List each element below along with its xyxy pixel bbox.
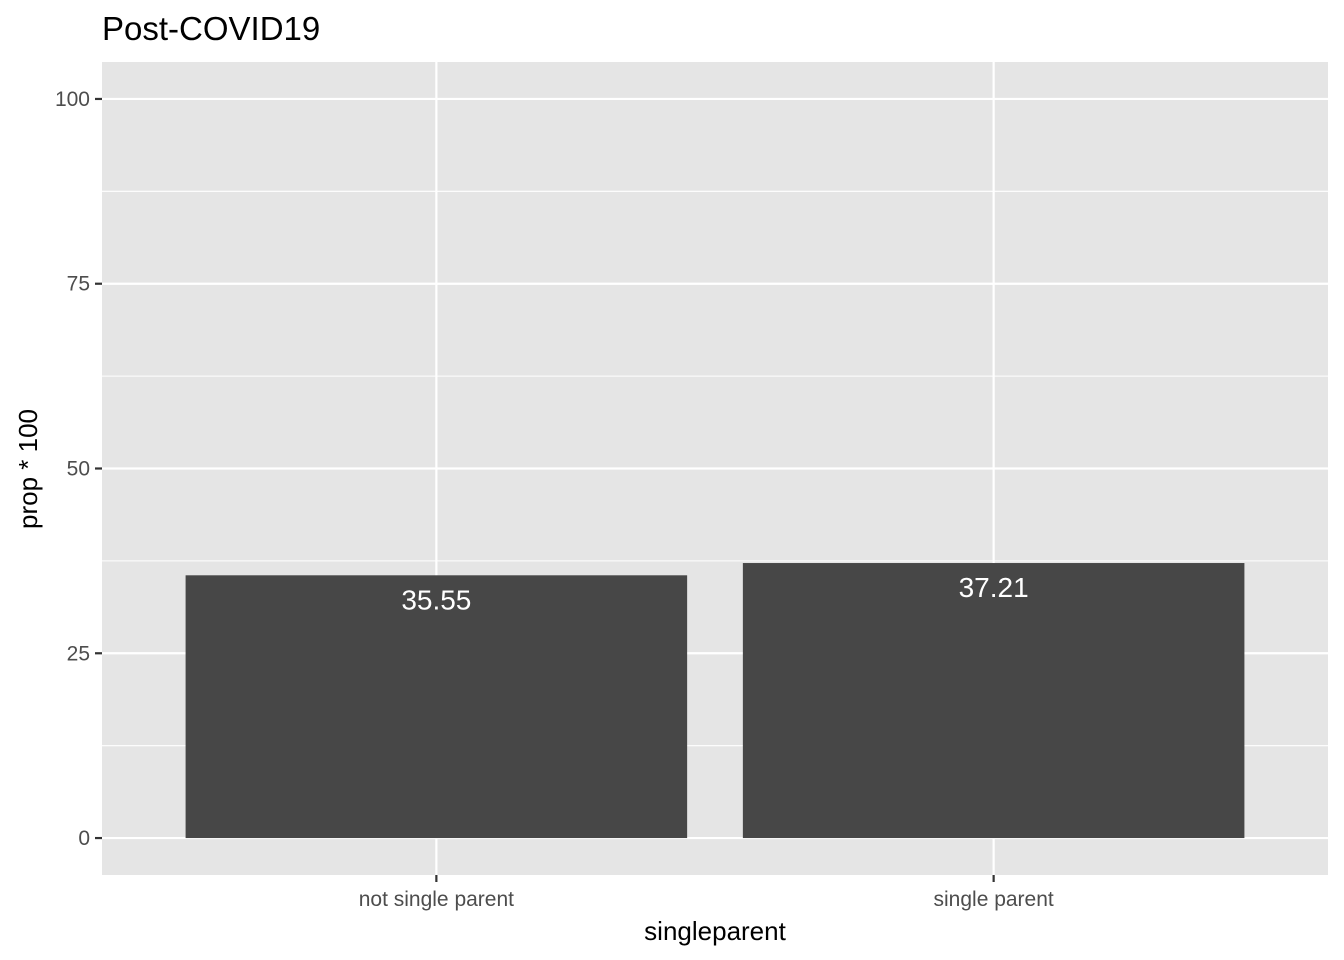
y-axis-title: prop * 100 <box>13 409 43 529</box>
y-tick-label: 100 <box>55 88 90 111</box>
x-tick-label: single parent <box>934 888 1054 911</box>
bar-single-parent <box>742 563 1245 839</box>
chart-title: Post-COVID19 <box>102 10 320 47</box>
y-tick-label: 25 <box>67 642 90 665</box>
bars <box>185 563 1245 839</box>
y-tick-label: 50 <box>67 458 90 481</box>
y-tick-label: 75 <box>67 273 90 296</box>
bar-value-label: 37.21 <box>959 572 1029 603</box>
y-axis: 0 25 50 75 100 <box>55 88 102 850</box>
bar-not-single-parent <box>185 575 688 839</box>
x-axis-title: singleparent <box>644 916 786 946</box>
x-axis: not single parent single parent <box>359 875 1054 911</box>
bar-value-labels: 35.55 37.21 <box>401 572 1028 615</box>
x-tick-label: not single parent <box>359 888 514 911</box>
bar-value-label: 35.55 <box>401 584 471 615</box>
y-tick-label: 0 <box>78 827 90 850</box>
